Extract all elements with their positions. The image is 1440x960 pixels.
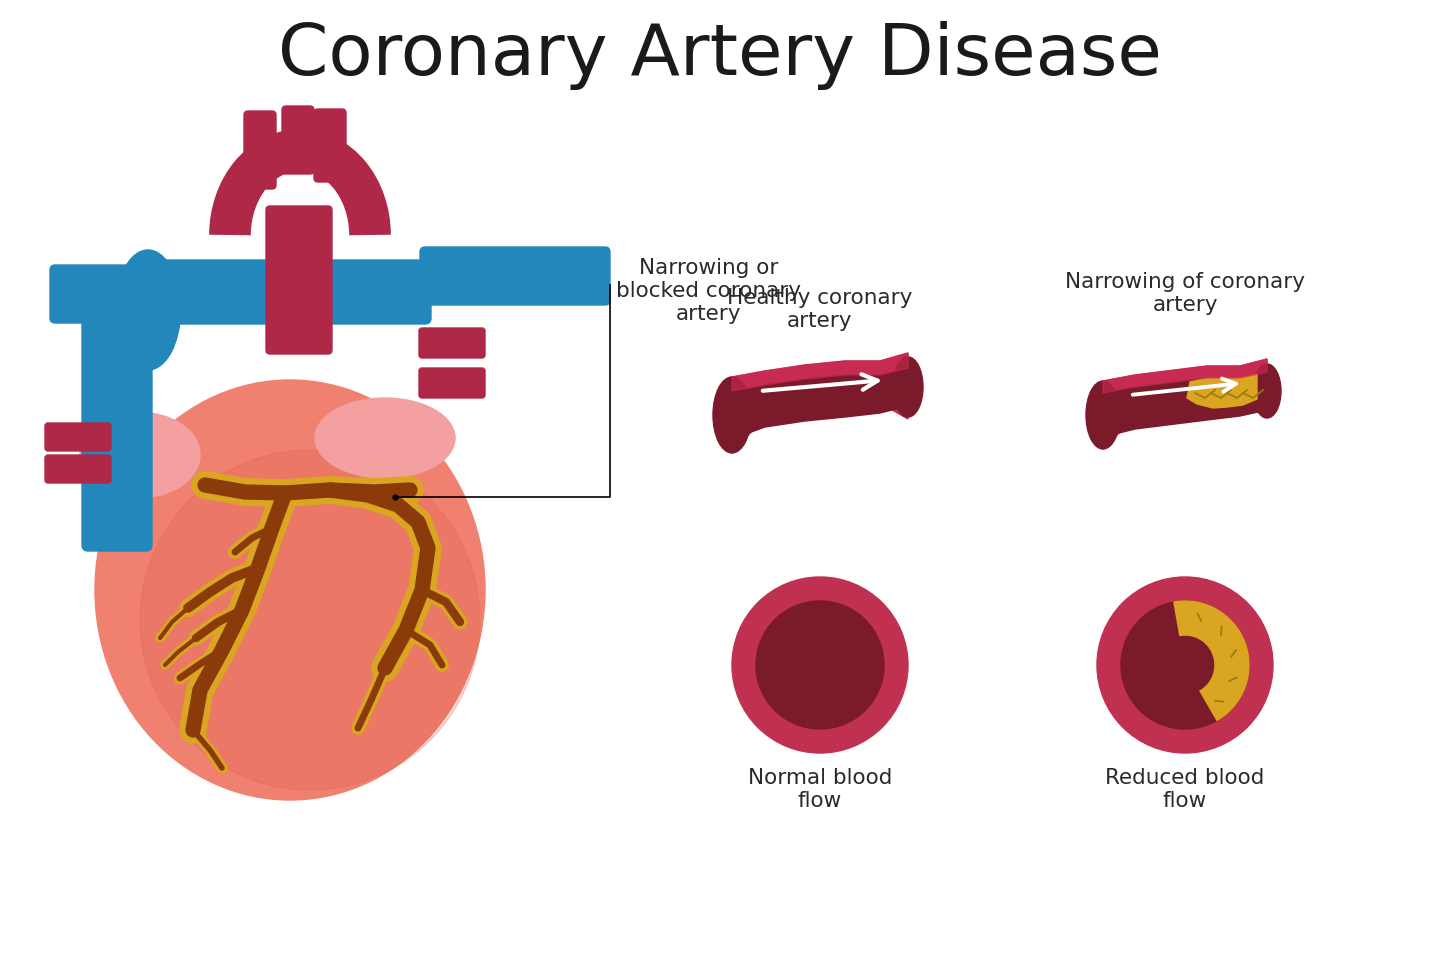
Circle shape: [1097, 577, 1273, 753]
FancyBboxPatch shape: [314, 109, 346, 182]
Ellipse shape: [115, 250, 180, 370]
FancyBboxPatch shape: [82, 289, 153, 551]
FancyBboxPatch shape: [243, 111, 276, 189]
FancyBboxPatch shape: [45, 455, 111, 483]
Text: Narrowing or
blocked coronary
artery: Narrowing or blocked coronary artery: [616, 258, 801, 324]
FancyBboxPatch shape: [140, 260, 431, 324]
Ellipse shape: [315, 398, 455, 478]
FancyBboxPatch shape: [50, 265, 160, 323]
Polygon shape: [732, 353, 909, 453]
Ellipse shape: [95, 380, 485, 800]
Text: Healthy coronary
artery: Healthy coronary artery: [727, 288, 913, 331]
FancyBboxPatch shape: [266, 206, 333, 354]
Ellipse shape: [81, 413, 200, 497]
Ellipse shape: [713, 377, 752, 453]
Polygon shape: [1187, 374, 1257, 408]
Ellipse shape: [893, 357, 923, 417]
FancyBboxPatch shape: [45, 423, 111, 451]
Circle shape: [732, 577, 909, 753]
Polygon shape: [1103, 359, 1267, 393]
Polygon shape: [1174, 601, 1248, 720]
Text: Reduced blood
flow: Reduced blood flow: [1106, 768, 1264, 811]
Ellipse shape: [1086, 381, 1120, 449]
Ellipse shape: [1253, 364, 1282, 418]
Text: Narrowing of coronary
artery: Narrowing of coronary artery: [1066, 272, 1305, 315]
Ellipse shape: [140, 450, 480, 790]
Polygon shape: [732, 353, 909, 391]
Polygon shape: [1103, 372, 1267, 437]
Text: Normal blood
flow: Normal blood flow: [747, 768, 893, 811]
Text: Coronary Artery Disease: Coronary Artery Disease: [278, 20, 1162, 89]
FancyBboxPatch shape: [420, 247, 611, 305]
Circle shape: [1120, 601, 1248, 729]
FancyBboxPatch shape: [419, 328, 485, 358]
FancyBboxPatch shape: [419, 368, 485, 398]
Circle shape: [756, 601, 884, 729]
Polygon shape: [1103, 359, 1267, 449]
FancyBboxPatch shape: [282, 106, 314, 174]
Polygon shape: [732, 368, 909, 439]
